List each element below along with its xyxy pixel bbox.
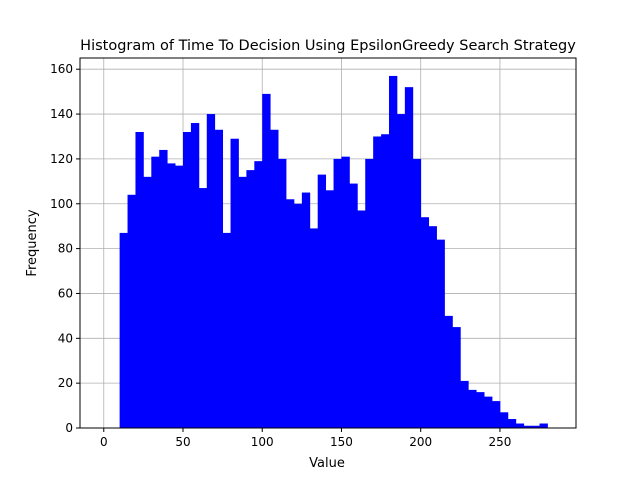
histogram-bar xyxy=(381,134,390,428)
y-axis-ticks: 0 20 40 60 80 100 120 140 160 xyxy=(50,62,80,435)
histogram-bar xyxy=(460,380,469,428)
histogram-bar xyxy=(452,327,461,428)
histogram-bar xyxy=(254,161,263,428)
histogram-bar xyxy=(484,396,493,428)
histogram-bar xyxy=(436,239,445,428)
y-tick-label: 80 xyxy=(58,242,73,256)
histogram-bar xyxy=(127,194,136,428)
histogram-bar xyxy=(325,190,334,428)
histogram-bar xyxy=(214,129,224,428)
plot-frame xyxy=(79,57,577,429)
histogram-bar xyxy=(523,425,533,428)
chart-title: Histogram of Time To Decision Using Epsi… xyxy=(80,38,576,54)
histogram-bar xyxy=(468,389,477,428)
histogram-bar xyxy=(492,401,501,428)
x-tick-label: 50 xyxy=(175,435,190,449)
histogram-bar xyxy=(143,176,152,428)
histogram-bar xyxy=(444,315,453,428)
histogram-bar xyxy=(278,158,287,428)
histogram-bar xyxy=(151,156,160,428)
y-tick-label: 160 xyxy=(50,62,73,76)
histogram-bar xyxy=(404,87,414,428)
x-tick-label: 250 xyxy=(488,435,511,449)
histogram-bar xyxy=(396,114,406,428)
y-tick-label: 0 xyxy=(65,421,73,435)
histogram-bar xyxy=(262,93,271,428)
histogram-bar xyxy=(515,423,525,428)
histogram-bar xyxy=(175,165,184,429)
y-axis-label: Frequency xyxy=(25,209,40,276)
histogram-bar xyxy=(333,158,342,428)
histogram-bar xyxy=(365,158,374,428)
histogram-bar xyxy=(389,75,398,428)
histogram-bar xyxy=(293,203,303,428)
histogram-bar xyxy=(317,174,327,428)
histogram-bar xyxy=(349,183,358,428)
histogram-bar xyxy=(420,217,430,428)
x-tick-label: 200 xyxy=(409,435,432,449)
histogram-bar xyxy=(206,114,216,428)
histogram-bars xyxy=(119,75,548,429)
y-tick-label: 100 xyxy=(50,197,73,211)
histogram-bar xyxy=(301,192,311,428)
y-tick-label: 60 xyxy=(58,286,73,300)
histogram-bar xyxy=(159,149,168,428)
histogram-bar xyxy=(135,132,144,428)
histogram-bar xyxy=(531,425,540,428)
histogram-bar xyxy=(507,419,517,428)
histogram-bar xyxy=(119,232,128,428)
histogram-bar xyxy=(412,158,422,428)
histogram-bar xyxy=(246,170,255,428)
x-tick-label: 100 xyxy=(251,435,274,449)
histogram-bar xyxy=(341,156,350,428)
x-axis-ticks: 0 50 100 150 200 250 xyxy=(100,428,511,449)
histogram-bar xyxy=(222,232,231,428)
y-tick-label: 20 xyxy=(58,376,73,390)
histogram-bar xyxy=(190,123,200,428)
y-tick-label: 140 xyxy=(50,107,73,121)
histogram-bar xyxy=(183,132,192,428)
histogram-bar xyxy=(309,228,319,428)
histogram-bar xyxy=(286,199,295,428)
x-tick-label: 150 xyxy=(330,435,353,449)
histogram-bar xyxy=(476,392,485,428)
y-tick-label: 120 xyxy=(50,152,73,166)
y-tick-label: 40 xyxy=(58,331,73,345)
histogram-bar xyxy=(167,163,176,429)
histogram-bar xyxy=(198,188,208,428)
x-tick-label: 0 xyxy=(100,435,108,449)
histogram-bar xyxy=(373,136,382,428)
histogram-bar xyxy=(539,423,548,428)
histogram-bar xyxy=(428,226,437,428)
histogram-bar xyxy=(238,176,247,428)
histogram-bar xyxy=(270,129,279,428)
histogram-bar xyxy=(230,138,239,428)
histogram-bar xyxy=(357,210,366,428)
histogram-bar xyxy=(499,412,509,428)
x-axis-label: Value xyxy=(309,456,345,471)
